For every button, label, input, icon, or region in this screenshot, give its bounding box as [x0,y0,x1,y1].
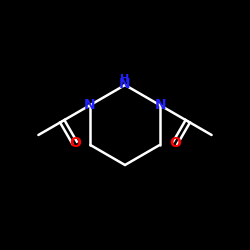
Text: N: N [83,98,95,112]
Text: N: N [155,98,167,112]
Text: O: O [169,136,181,150]
Text: O: O [69,136,81,150]
Text: N: N [119,77,131,91]
Text: H: H [120,74,130,84]
